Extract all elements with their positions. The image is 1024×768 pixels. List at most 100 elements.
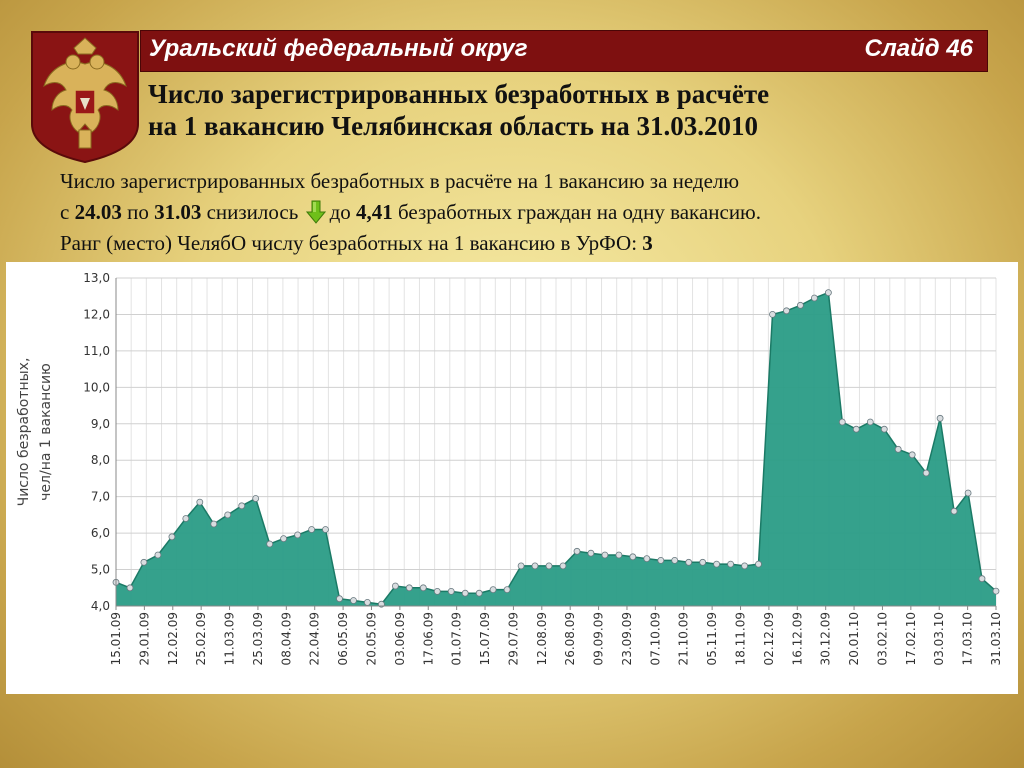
data-point bbox=[405, 584, 413, 592]
data-point bbox=[950, 507, 958, 515]
y-tick-label: 8,0 bbox=[91, 453, 110, 467]
data-point bbox=[587, 549, 595, 557]
data-point bbox=[601, 551, 609, 559]
x-tick-label: 01.07.09 bbox=[450, 612, 464, 665]
y-axis-label: чел/на 1 вакансию bbox=[38, 363, 54, 501]
data-point bbox=[322, 526, 329, 533]
data-point bbox=[825, 289, 832, 297]
data-point bbox=[657, 556, 665, 564]
y-tick-label: 10,0 bbox=[83, 380, 110, 394]
data-point bbox=[573, 547, 581, 555]
data-point bbox=[196, 498, 204, 506]
data-point bbox=[797, 301, 804, 309]
title-line-2: на 1 вакансию Челябинская область на 31.… bbox=[148, 111, 758, 141]
data-point bbox=[545, 562, 553, 570]
data-point bbox=[238, 502, 246, 510]
data-point bbox=[838, 418, 846, 426]
x-tick-label: 20.05.09 bbox=[364, 612, 378, 665]
data-point bbox=[741, 562, 748, 570]
x-tick-label: 07.10.09 bbox=[648, 612, 662, 665]
data-point bbox=[294, 531, 302, 539]
data-point bbox=[489, 586, 497, 594]
data-point bbox=[517, 562, 525, 570]
x-tick-label: 22.04.09 bbox=[308, 612, 322, 665]
x-tick-label: 03.06.09 bbox=[393, 612, 407, 665]
header-bar: Уральский федеральный округ Слайд 46 bbox=[140, 30, 988, 72]
summary-text-part: безработных граждан на одну вакансию. bbox=[392, 200, 761, 224]
x-tick-label: 31.03.10 bbox=[989, 612, 1003, 665]
summary-text-part: до bbox=[329, 200, 356, 224]
data-point bbox=[168, 533, 176, 541]
data-point bbox=[643, 555, 651, 563]
data-point bbox=[615, 551, 623, 559]
x-tick-label: 15.01.09 bbox=[109, 612, 123, 665]
data-point bbox=[783, 307, 790, 315]
y-tick-label: 9,0 bbox=[91, 417, 110, 431]
data-point bbox=[433, 587, 441, 595]
unemployment-chart: 4,0 5,0 6,0 7,0 8,0 9,0 10,0 11,0 12,0 13,0 15.01.… bbox=[16, 271, 1003, 665]
data-point bbox=[154, 551, 162, 559]
summary-line-1: Число зарегистрированных безработных в р… bbox=[60, 169, 740, 193]
data-point bbox=[503, 586, 511, 594]
data-point bbox=[447, 587, 455, 595]
down-arrow-icon bbox=[305, 200, 326, 224]
x-tick-label: 20.01.10 bbox=[847, 612, 861, 665]
summary-text-part: по bbox=[121, 200, 155, 224]
summary-line-3: Ранг (место) ЧелябО числу безработных на… bbox=[60, 228, 960, 259]
data-point bbox=[866, 418, 874, 426]
x-tick-label: 16.12.09 bbox=[790, 612, 804, 665]
data-point bbox=[531, 562, 539, 570]
x-tick-label: 18.11.09 bbox=[734, 612, 748, 665]
y-axis-label: Число безработных, bbox=[16, 358, 32, 507]
x-tick-label: 03.03.10 bbox=[932, 612, 946, 665]
slide-number: Слайд 46 bbox=[864, 35, 973, 62]
y-tick-label: 12,0 bbox=[83, 307, 110, 321]
x-tick-label: 25.03.09 bbox=[251, 612, 265, 665]
data-point bbox=[461, 589, 469, 597]
x-tick-label: 29.01.09 bbox=[137, 612, 151, 665]
data-point bbox=[894, 445, 902, 453]
region-title: Уральский федеральный округ bbox=[149, 35, 528, 62]
data-point bbox=[308, 526, 316, 533]
data-point bbox=[363, 598, 371, 606]
current-value: 4,41 bbox=[356, 200, 393, 224]
data-point bbox=[964, 489, 972, 497]
x-tick-label: 09.09.09 bbox=[592, 612, 606, 665]
rank-value: 3 bbox=[642, 231, 653, 255]
data-point bbox=[475, 589, 483, 597]
x-tick-label: 06.05.09 bbox=[336, 612, 350, 665]
data-point bbox=[336, 595, 343, 603]
data-point bbox=[992, 587, 1000, 595]
data-point bbox=[852, 425, 860, 433]
title-line-1: Число зарегистрированных безработных в р… bbox=[148, 79, 770, 109]
y-tick-label: 5,0 bbox=[91, 563, 110, 577]
data-point bbox=[922, 469, 930, 477]
series-line bbox=[115, 291, 997, 605]
data-point bbox=[350, 597, 357, 604]
data-point bbox=[126, 584, 134, 592]
data-point bbox=[210, 520, 218, 528]
x-tick-label: 12.08.09 bbox=[535, 612, 549, 665]
data-point bbox=[880, 425, 888, 433]
x-tick-label: 15.07.09 bbox=[478, 612, 492, 665]
x-tick-label: 03.02.10 bbox=[875, 612, 889, 665]
data-point bbox=[908, 451, 916, 459]
data-point bbox=[769, 311, 776, 318]
x-tick-label: 02.12.09 bbox=[762, 612, 776, 665]
summary-text-part: с bbox=[60, 200, 75, 224]
x-tick-label: 17.02.10 bbox=[904, 612, 918, 665]
data-point bbox=[280, 535, 288, 543]
page-title: Число зарегистрированных безработных в р… bbox=[148, 78, 998, 142]
y-tick-label: 7,0 bbox=[91, 490, 110, 504]
rank-label: Ранг (место) ЧелябО числу безработных на… bbox=[60, 231, 643, 255]
summary-line-2: с 24.03 по 31.03 снизилось до 4,41 безра… bbox=[60, 197, 960, 228]
data-point bbox=[391, 582, 399, 590]
series-area bbox=[116, 292, 996, 606]
coat-of-arms-emblem bbox=[28, 28, 142, 164]
x-tick-label: 05.11.09 bbox=[705, 612, 719, 665]
data-point bbox=[699, 558, 707, 566]
chart-panel: 4,0 5,0 6,0 7,0 8,0 9,0 10,0 11,0 12,0 13,0 15.01.… bbox=[6, 262, 1018, 694]
data-point bbox=[252, 495, 260, 502]
data-point bbox=[182, 515, 190, 522]
data-point bbox=[685, 558, 693, 566]
